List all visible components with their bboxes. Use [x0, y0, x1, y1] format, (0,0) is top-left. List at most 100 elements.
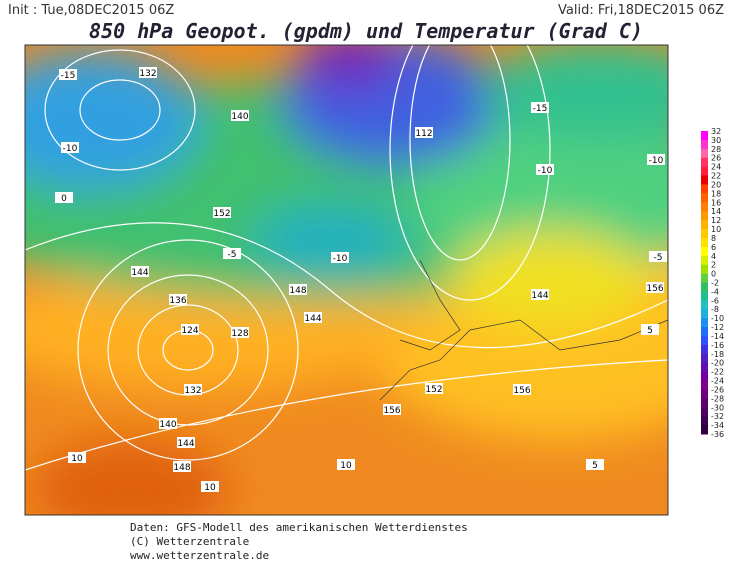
colorbar-cell: [701, 273, 708, 283]
contour-label: 148: [289, 286, 306, 296]
contour-label: 152: [213, 209, 230, 219]
colorbar-label: 2: [711, 261, 716, 270]
colorbar-cell: [701, 327, 708, 337]
contour-label: 132: [139, 69, 156, 79]
colorbar-label: 22: [711, 172, 721, 181]
contour-label: -15: [61, 71, 76, 81]
colorbar-cell: [701, 157, 708, 168]
contour-label: 132: [184, 386, 201, 396]
contour-label: -15: [533, 104, 548, 114]
contour-label-bg: [536, 164, 554, 175]
colorbar-label: -6: [711, 296, 719, 305]
contour-label: 156: [513, 386, 530, 396]
colorbar-cell: [701, 353, 708, 364]
colorbar-label: 8: [711, 234, 716, 243]
footer-copyright: (C) Wetterzentrale: [130, 535, 249, 548]
colorbar-cell: [701, 300, 708, 310]
contour-label: 128: [231, 329, 248, 339]
contour-label-bg: [139, 67, 157, 78]
colorbar-cell: [701, 131, 708, 141]
colorbar-label: -10: [711, 314, 724, 323]
contour-label-bg: [647, 154, 665, 165]
colorbar-cell: [701, 318, 708, 328]
contour-label-bg: [415, 127, 433, 138]
contour-label: 124: [181, 326, 198, 336]
colorbar-label: -34: [711, 421, 724, 430]
colorbar-label: 28: [711, 145, 721, 154]
colorbar-cell: [701, 220, 708, 230]
contour-label: 156: [383, 406, 400, 416]
contour-label: 144: [304, 314, 321, 324]
contour-label: 144: [131, 268, 148, 278]
colorbar-cell: [701, 175, 708, 185]
contour-label-bg: [331, 252, 349, 263]
contour-label: 140: [159, 420, 176, 430]
colorbar-cell: [701, 425, 708, 435]
colorbar-label: 32: [711, 127, 721, 136]
contour-label: -10: [63, 144, 78, 154]
contour-label: 10: [340, 461, 352, 471]
colorbar-label: 4: [711, 252, 716, 261]
contour-label: 140: [231, 112, 248, 122]
contour-label-bg: [184, 384, 202, 395]
colorbar-cell: [701, 166, 708, 177]
contour-label: -5: [654, 253, 663, 263]
init-time: Init : Tue,08DEC2015 06Z: [8, 3, 174, 18]
contour-label: -10: [333, 254, 348, 264]
colorbar-cell: [701, 282, 708, 292]
contour-label: 152: [425, 385, 442, 395]
contour-label-bg: [55, 192, 73, 203]
contour-label-bg: [337, 459, 355, 470]
contour-label-bg: [213, 207, 231, 218]
map: [25, 45, 668, 515]
colorbar-label: -24: [711, 377, 724, 386]
colorbar-cell: [701, 389, 708, 399]
contour-label: 10: [71, 454, 83, 464]
colorbar-cell: [701, 229, 708, 239]
colorbar-cell: [701, 371, 708, 382]
contour-label-bg: [59, 69, 77, 80]
colorbar-label: -16: [711, 341, 724, 350]
colorbar-label: 6: [711, 243, 716, 252]
colorbar-cell: [701, 344, 708, 355]
map-frame: [24, 44, 669, 516]
colorbar-cell: [701, 255, 708, 266]
colorbar-cell: [701, 148, 708, 159]
contour-label-bg: [181, 324, 199, 335]
colorbar-cell: [701, 139, 708, 150]
contour-label: -5: [228, 250, 237, 260]
colorbar-cell: [701, 184, 708, 194]
contour-label-bg: [68, 452, 86, 463]
contour-label: 144: [531, 291, 548, 301]
colorbar-cell: [701, 335, 708, 346]
contour-label-bg: [223, 248, 241, 259]
colorbar-cell: [701, 246, 708, 257]
colorbar-label: -8: [711, 305, 719, 314]
contour-label: 5: [592, 461, 598, 471]
contour-label-bg: [646, 282, 664, 293]
colorbar-cell: [701, 237, 708, 248]
contour-label-bg: [513, 384, 531, 395]
colorbar-cell: [701, 264, 708, 275]
contour-label: 148: [173, 463, 190, 473]
map-title: 850 hPa Geopot. (gpdm) und Temperatur (G…: [89, 19, 643, 43]
contour-label-bg: [159, 418, 177, 429]
contour-label-bg: [177, 437, 195, 448]
colorbar-label: -4: [711, 287, 719, 296]
contour-label: 156: [646, 284, 663, 294]
colorbar-label: -12: [711, 323, 724, 332]
contour-label: 136: [169, 296, 186, 306]
contour-label-bg: [201, 481, 219, 492]
colorbar-label: 0: [711, 270, 716, 279]
contour-label: 5: [647, 326, 653, 336]
colorbar-label: 24: [711, 163, 721, 172]
contour-label: -10: [649, 156, 664, 166]
contour-label: 0: [61, 194, 67, 204]
colorbar-label: 12: [711, 216, 721, 225]
contour-label-bg: [61, 142, 79, 153]
contour-label: 10: [204, 483, 216, 493]
contour-label-bg: [425, 383, 443, 394]
contour-label: -10: [538, 166, 553, 176]
colorbar-label: -28: [711, 394, 724, 403]
